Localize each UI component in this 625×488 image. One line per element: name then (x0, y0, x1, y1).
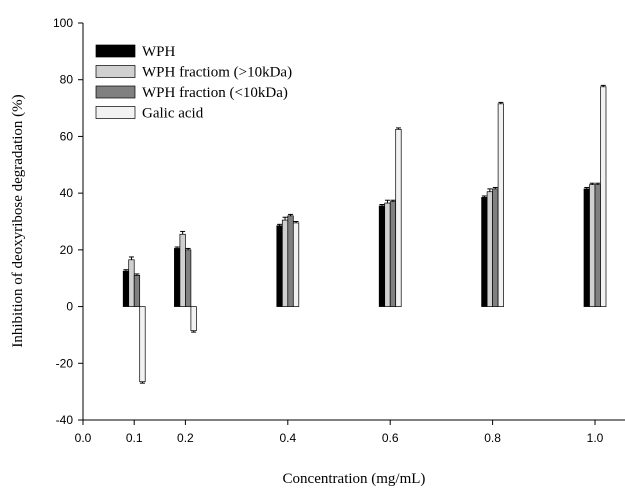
bar-wph-fraction-10kda--0-4 (287, 215, 294, 307)
bar-wph-fraction-10kda--0-8 (492, 188, 499, 307)
y-tick-label: 20 (60, 243, 74, 257)
bar-wph-0-6 (378, 205, 386, 307)
legend: WPH WPH fractiom (>10kDa) WPH fraction (<1… (95, 44, 292, 122)
bar-wph-fraction-10kda--0-2 (185, 249, 192, 307)
bar-galic-acid-0-1 (139, 306, 146, 383)
y-tick-label: 0 (66, 300, 73, 314)
y-tick-label: -20 (56, 356, 74, 370)
bar-galic-acid-0-2 (190, 306, 197, 332)
y-axis-title: Inhibition of deoxyribose degradation (%… (10, 94, 26, 347)
legend-label: WPH fractiom (>10kDa) (142, 65, 292, 81)
legend-label: WPH fraction (<10kDa) (142, 85, 288, 101)
bar-wph-fractiom-10kda--0-4 (281, 219, 289, 307)
bars (122, 84, 607, 384)
x-tick-label: 0.4 (279, 431, 296, 445)
x-ticks: 0.0 0.1 0.2 0.4 0.6 0.8 1.0 (75, 420, 604, 445)
bar-wph-fractiom-10kda--0-6 (384, 202, 391, 307)
bar-galic-acid-0-6 (395, 128, 402, 307)
bar-galic-acid-0-8 (497, 103, 504, 307)
x-tick-label: 0.8 (484, 431, 501, 445)
legend-swatch (95, 44, 136, 58)
bar-wph-0-8 (481, 197, 488, 307)
bar-wph-fractiom-10kda--1-0 (589, 184, 596, 307)
bar-wph-fractiom-10kda--0-1 (128, 259, 135, 307)
x-tick-label: 0.6 (382, 431, 399, 445)
legend-label: Galic acid (142, 106, 204, 122)
x-tick-label: 1.0 (587, 431, 604, 445)
bar-wph-1-0 (583, 188, 590, 307)
bar-wph-fraction-10kda--0-1 (133, 275, 141, 307)
x-tick-label: 0.0 (75, 431, 92, 445)
bar-galic-acid-0-4 (292, 222, 300, 307)
y-tick-label: 60 (60, 129, 74, 143)
y-tick-label: 80 (60, 73, 74, 87)
legend-swatch (95, 106, 136, 119)
x-axis-title: Concentration (mg/mL) (283, 471, 426, 487)
x-tick-label: 0.1 (126, 431, 143, 445)
legend-label: WPH (142, 44, 176, 60)
bar-wph-fraction-10kda--0-6 (389, 201, 397, 307)
bar-wph-fraction-10kda--1-0 (594, 184, 601, 307)
y-tick-label: 40 (60, 186, 74, 200)
x-tick-label: 0.2 (177, 431, 194, 445)
bar-wph-fractiom-10kda--0-8 (486, 191, 493, 307)
bar-wph-0-1 (122, 270, 130, 307)
legend-swatch (95, 85, 136, 99)
bar-wph-0-4 (276, 225, 283, 307)
bar-wph-fractiom-10kda--0-2 (179, 233, 186, 307)
y-ticks: -40 -20 0 20 40 60 80 100 (53, 16, 83, 427)
y-tick-label: 100 (53, 16, 73, 30)
bar-wph-0-2 (174, 248, 181, 307)
y-tick-label: -40 (56, 413, 74, 427)
bar-galic-acid-1-0 (600, 86, 607, 307)
legend-swatch (95, 65, 136, 78)
axes (82, 23, 625, 421)
